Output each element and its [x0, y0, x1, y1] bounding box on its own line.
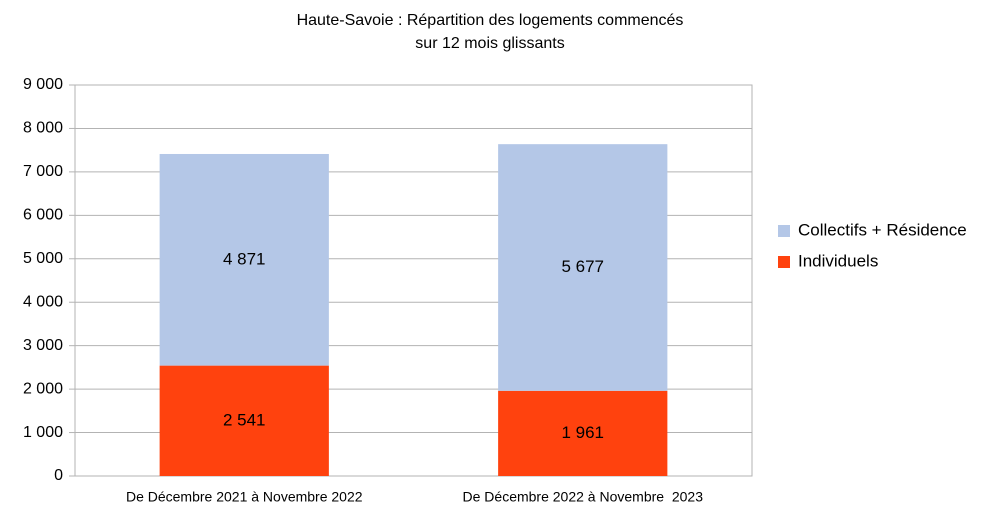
legend-label: Individuels [798, 251, 878, 270]
y-tick-label: 9 000 [23, 76, 63, 93]
bar-segment [498, 144, 668, 391]
bar-segment [159, 153, 329, 366]
y-tick-label: 0 [54, 467, 63, 484]
data-label: 1 961 [561, 423, 604, 442]
legend-label: Collectifs + Résidence [798, 220, 967, 239]
y-tick-label: 3 000 [23, 337, 63, 354]
data-label: 2 541 [223, 410, 266, 429]
data-label: 5 677 [561, 257, 604, 276]
bar-segment [498, 390, 668, 476]
legend-swatch [778, 225, 790, 237]
y-tick-label: 7 000 [23, 163, 63, 180]
y-tick-label: 6 000 [23, 207, 63, 224]
y-tick-label: 8 000 [23, 120, 63, 137]
y-tick-label: 5 000 [23, 250, 63, 267]
data-label: 4 871 [223, 249, 266, 268]
chart-title: Haute-Savoie : Répartition des logements… [297, 12, 684, 29]
x-tick-label: De Décembre 2021 à Novembre 2022 [126, 489, 363, 505]
y-tick-label: 1 000 [23, 424, 63, 441]
legend-swatch [778, 256, 790, 268]
x-tick-label: De Décembre 2022 à Novembre 2023 [463, 489, 704, 505]
y-tick-label: 2 000 [23, 380, 63, 397]
y-tick-label: 4 000 [23, 293, 63, 310]
bar-segment [159, 365, 329, 476]
chart-title: sur 12 mois glissants [415, 35, 564, 52]
